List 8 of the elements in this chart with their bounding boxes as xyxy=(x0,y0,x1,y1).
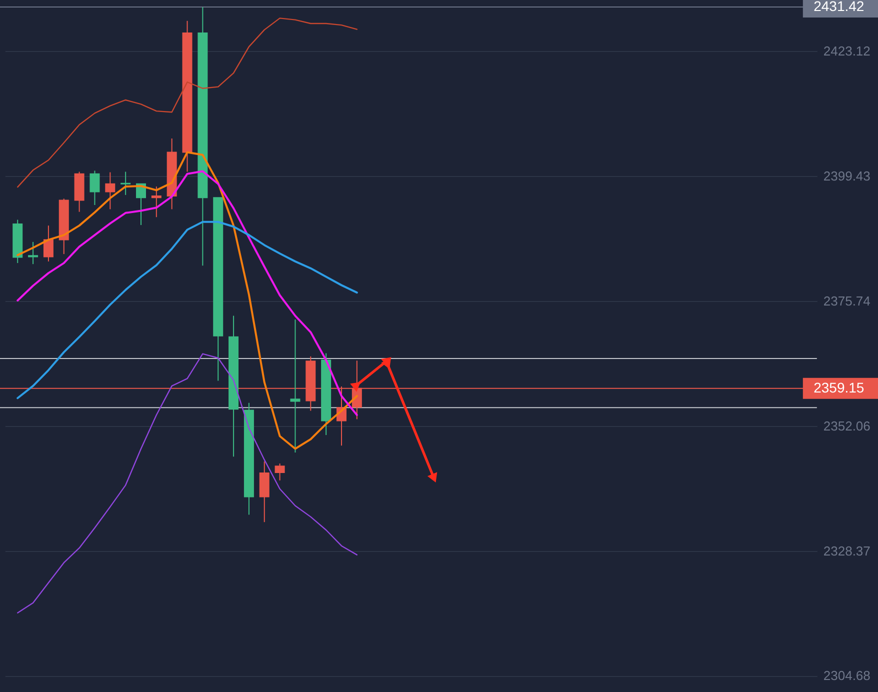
ref-line-label: 2431.42 xyxy=(814,0,864,14)
y-tick-label: 2304.68 xyxy=(823,668,870,684)
y-tick-label: 2399.43 xyxy=(823,168,870,184)
y-tick-label: 2352.06 xyxy=(823,418,870,434)
y-tick-label: 2375.74 xyxy=(823,293,870,308)
y-tick-label: 2328.37 xyxy=(823,543,870,558)
ref-line-label: 2359.15 xyxy=(814,379,864,396)
y-tick-label: 2423.12 xyxy=(823,43,870,58)
